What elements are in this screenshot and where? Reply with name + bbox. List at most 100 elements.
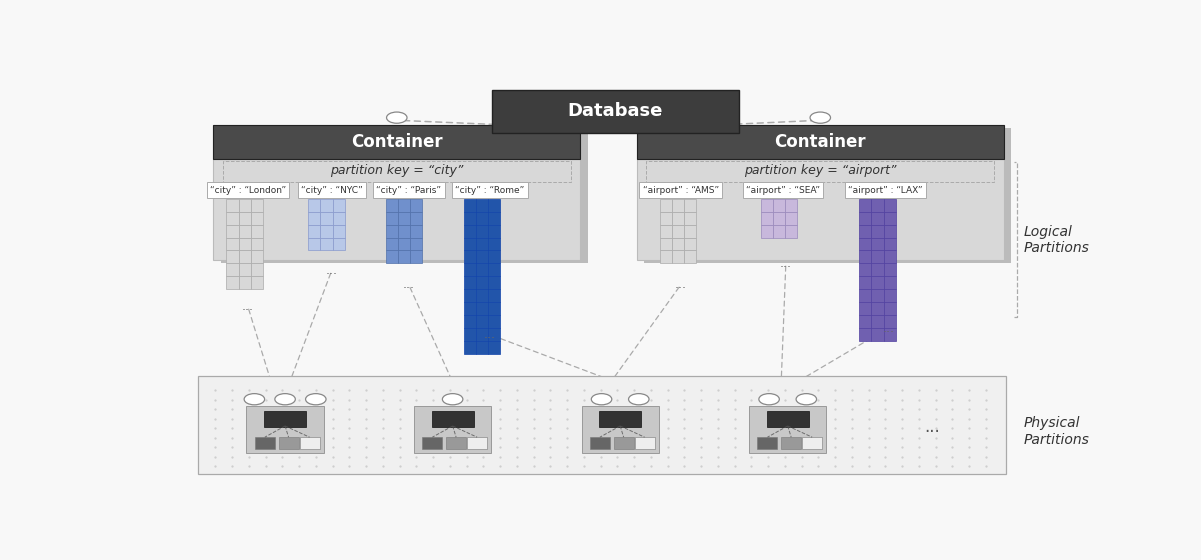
FancyBboxPatch shape [299,437,319,449]
Text: ...: ... [779,257,791,270]
FancyBboxPatch shape [488,290,500,302]
Ellipse shape [244,394,264,405]
FancyBboxPatch shape [488,302,500,315]
FancyBboxPatch shape [860,263,872,276]
FancyBboxPatch shape [634,437,655,449]
FancyBboxPatch shape [661,199,673,212]
FancyBboxPatch shape [239,225,251,237]
FancyBboxPatch shape [860,250,872,263]
FancyBboxPatch shape [264,411,306,427]
FancyBboxPatch shape [414,406,491,452]
FancyBboxPatch shape [476,302,488,315]
FancyBboxPatch shape [476,199,488,212]
FancyBboxPatch shape [860,199,872,212]
FancyBboxPatch shape [239,212,251,225]
FancyBboxPatch shape [760,225,772,237]
FancyBboxPatch shape [386,250,398,263]
FancyBboxPatch shape [321,225,333,237]
FancyBboxPatch shape [860,237,872,250]
FancyBboxPatch shape [860,328,872,341]
FancyBboxPatch shape [410,199,422,212]
FancyBboxPatch shape [464,302,476,315]
FancyBboxPatch shape [860,212,872,225]
FancyBboxPatch shape [227,276,239,290]
FancyBboxPatch shape [872,315,884,328]
FancyBboxPatch shape [464,199,476,212]
FancyBboxPatch shape [488,263,500,276]
FancyBboxPatch shape [446,437,466,449]
FancyBboxPatch shape [386,199,398,212]
FancyBboxPatch shape [860,290,872,302]
FancyBboxPatch shape [581,406,659,452]
FancyBboxPatch shape [872,212,884,225]
FancyBboxPatch shape [333,199,345,212]
FancyBboxPatch shape [673,237,685,250]
FancyBboxPatch shape [685,225,697,237]
FancyBboxPatch shape [661,237,673,250]
FancyBboxPatch shape [251,276,263,290]
FancyBboxPatch shape [872,263,884,276]
FancyBboxPatch shape [476,328,488,341]
FancyBboxPatch shape [386,237,398,250]
FancyBboxPatch shape [685,199,697,212]
Text: “city” : “Paris”: “city” : “Paris” [376,185,442,194]
FancyBboxPatch shape [464,212,476,225]
FancyBboxPatch shape [214,124,580,260]
FancyBboxPatch shape [398,237,410,250]
FancyBboxPatch shape [661,225,673,237]
FancyBboxPatch shape [673,225,685,237]
FancyBboxPatch shape [661,212,673,225]
FancyBboxPatch shape [488,212,500,225]
FancyBboxPatch shape [599,411,641,427]
FancyBboxPatch shape [476,212,488,225]
FancyBboxPatch shape [309,237,321,250]
FancyBboxPatch shape [884,225,896,237]
Text: “city” : “Rome”: “city” : “Rome” [455,185,525,194]
Ellipse shape [759,394,779,405]
Ellipse shape [796,394,817,405]
FancyBboxPatch shape [464,290,476,302]
FancyBboxPatch shape [785,225,797,237]
FancyBboxPatch shape [685,237,697,250]
FancyBboxPatch shape [309,225,321,237]
FancyBboxPatch shape [255,437,275,449]
FancyBboxPatch shape [227,250,239,263]
FancyBboxPatch shape [872,290,884,302]
FancyBboxPatch shape [279,437,299,449]
FancyBboxPatch shape [860,302,872,315]
FancyBboxPatch shape [321,212,333,225]
FancyBboxPatch shape [227,199,239,212]
Text: “city” : “NYC”: “city” : “NYC” [300,185,363,194]
FancyBboxPatch shape [884,237,896,250]
FancyBboxPatch shape [802,437,823,449]
FancyBboxPatch shape [251,250,263,263]
FancyBboxPatch shape [884,250,896,263]
FancyBboxPatch shape [884,290,896,302]
FancyBboxPatch shape [590,437,610,449]
FancyBboxPatch shape [685,250,697,263]
FancyBboxPatch shape [872,237,884,250]
Text: “airport” : “SEA”: “airport” : “SEA” [746,185,820,194]
FancyBboxPatch shape [785,199,797,212]
FancyBboxPatch shape [309,212,321,225]
FancyBboxPatch shape [214,124,580,158]
FancyBboxPatch shape [772,199,785,212]
Text: ...: ... [241,300,253,313]
FancyBboxPatch shape [872,250,884,263]
FancyBboxPatch shape [488,237,500,250]
FancyBboxPatch shape [488,250,500,263]
FancyBboxPatch shape [488,315,500,328]
FancyBboxPatch shape [239,250,251,263]
FancyBboxPatch shape [860,225,872,237]
FancyBboxPatch shape [227,263,239,276]
FancyBboxPatch shape [464,328,476,341]
FancyBboxPatch shape [251,225,263,237]
FancyBboxPatch shape [860,276,872,290]
FancyBboxPatch shape [476,315,488,328]
FancyBboxPatch shape [333,225,345,237]
FancyBboxPatch shape [661,250,673,263]
FancyBboxPatch shape [488,276,500,290]
Text: Physical
Partitions: Physical Partitions [1023,417,1089,447]
FancyBboxPatch shape [410,250,422,263]
Text: ...: ... [924,418,940,436]
